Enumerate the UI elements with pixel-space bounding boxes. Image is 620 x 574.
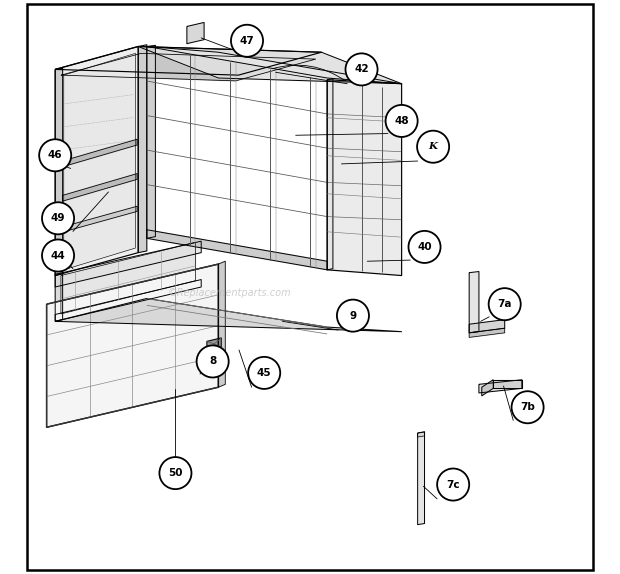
Text: 7c: 7c (446, 479, 460, 490)
Circle shape (39, 139, 71, 171)
Text: K: K (428, 142, 438, 151)
Circle shape (489, 288, 521, 320)
Polygon shape (61, 242, 195, 314)
Text: 42: 42 (354, 64, 369, 75)
Polygon shape (207, 338, 221, 350)
Polygon shape (64, 53, 135, 270)
Polygon shape (469, 320, 505, 333)
Polygon shape (55, 298, 402, 332)
Text: 7a: 7a (497, 299, 512, 309)
Circle shape (345, 53, 378, 86)
Polygon shape (138, 45, 147, 253)
Text: 45: 45 (257, 368, 272, 378)
Polygon shape (218, 261, 225, 387)
Text: 48: 48 (394, 116, 409, 126)
Polygon shape (482, 380, 494, 396)
Polygon shape (469, 328, 505, 338)
Polygon shape (55, 46, 321, 75)
Polygon shape (55, 280, 202, 321)
Polygon shape (55, 46, 138, 276)
Polygon shape (61, 53, 316, 81)
Text: 44: 44 (51, 250, 66, 261)
Circle shape (248, 357, 280, 389)
Text: 50: 50 (168, 468, 183, 478)
Circle shape (42, 202, 74, 234)
Polygon shape (55, 273, 63, 321)
Text: 40: 40 (417, 242, 432, 252)
Circle shape (197, 346, 229, 378)
Polygon shape (63, 139, 137, 167)
Circle shape (159, 457, 192, 489)
Polygon shape (63, 173, 137, 201)
Text: 9: 9 (350, 311, 356, 321)
Circle shape (417, 131, 449, 163)
Text: 46: 46 (48, 150, 63, 160)
Text: 7b: 7b (520, 402, 535, 412)
Circle shape (437, 468, 469, 501)
Polygon shape (55, 68, 63, 276)
Circle shape (337, 300, 369, 332)
Circle shape (409, 231, 441, 263)
Polygon shape (147, 45, 156, 238)
Circle shape (386, 105, 418, 137)
Polygon shape (138, 46, 402, 84)
Text: 49: 49 (51, 214, 65, 223)
Polygon shape (55, 241, 202, 287)
Circle shape (231, 25, 263, 57)
Polygon shape (494, 380, 522, 389)
Polygon shape (187, 22, 204, 44)
Circle shape (42, 239, 74, 272)
Polygon shape (479, 380, 522, 393)
Polygon shape (147, 46, 402, 84)
Text: 8: 8 (209, 356, 216, 366)
Polygon shape (418, 432, 425, 525)
Polygon shape (327, 80, 402, 276)
Text: ©Replacementparts.com: ©Replacementparts.com (168, 288, 291, 298)
Polygon shape (46, 264, 218, 427)
Polygon shape (418, 432, 425, 437)
Circle shape (512, 391, 544, 423)
Polygon shape (469, 272, 479, 333)
Polygon shape (147, 230, 327, 270)
Polygon shape (63, 206, 137, 232)
Text: 47: 47 (240, 36, 254, 46)
Polygon shape (327, 79, 333, 270)
